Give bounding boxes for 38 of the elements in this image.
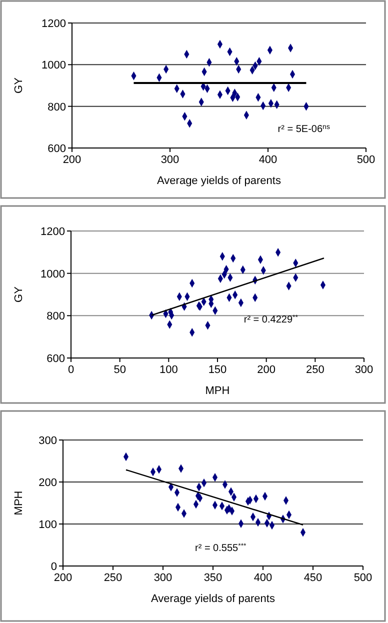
x-tick-label: 150 (208, 364, 227, 376)
x-tick-label: 50 (114, 364, 126, 376)
y-axis-title: GY (13, 286, 25, 302)
y-tick-label: 300 (38, 435, 57, 447)
x-tick-label: 300 (354, 364, 374, 376)
x-tick-label: 100 (159, 364, 178, 376)
x-tick-label: 500 (354, 572, 372, 584)
x-tick-label: 400 (258, 154, 278, 166)
x-tick-label: 0 (68, 364, 74, 376)
y-tick-label: 200 (38, 477, 57, 489)
x-tick-label: 200 (62, 154, 82, 166)
x-tick-label: 250 (306, 364, 324, 376)
x-tick-label: 350 (204, 572, 222, 584)
x-axis-title: MPH (205, 385, 230, 397)
y-tick-label: 100 (38, 519, 57, 531)
y-tick-label: 600 (46, 353, 65, 365)
y-tick-label: 800 (48, 101, 66, 114)
x-axis-title: Average yields of parents (151, 593, 276, 605)
x-tick-label: 450 (304, 572, 322, 584)
x-tick-label: 300 (154, 572, 172, 584)
y-axis-title: MPH (13, 490, 25, 516)
y-tick-label: 1200 (42, 18, 66, 30)
y-tick-label: 1000 (42, 60, 66, 72)
y-axis-title: GY (13, 76, 25, 94)
annotation: r² = 0.555$^{***}$ (195, 542, 247, 554)
x-tick-label: 250 (104, 572, 122, 584)
x-axis-title: Average yields of parents (157, 175, 282, 187)
y-tick-label: 800 (46, 310, 65, 323)
x-tick-label: 400 (254, 572, 272, 584)
annotation: r² = 5E-06$^{ns}$ (278, 123, 330, 135)
x-tick-label: 200 (257, 364, 276, 376)
y-tick-label: 600 (48, 143, 66, 155)
y-tick-label: 1200 (40, 226, 65, 238)
y-tick-label: 0 (50, 561, 57, 573)
annotation: r² = 0.4229$^{**}$ (244, 314, 298, 326)
x-tick-label: 500 (356, 154, 376, 166)
y-tick-label: 1000 (40, 268, 65, 280)
x-tick-label: 300 (160, 154, 180, 166)
